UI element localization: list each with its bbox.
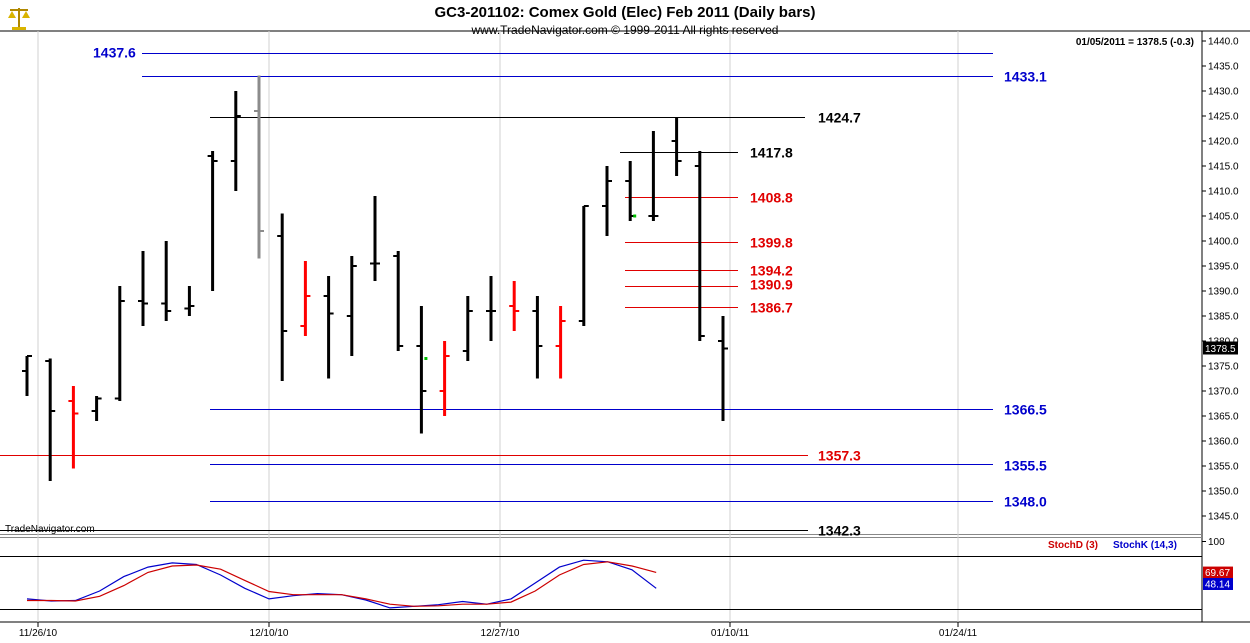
- ohlc-bar: [161, 241, 172, 321]
- ohlc-bar: [207, 151, 218, 291]
- y-tick-label: 1355.0: [1208, 462, 1239, 473]
- level-label-1424.7: 1424.7: [818, 110, 861, 126]
- ohlc-bar: [277, 213, 288, 381]
- level-label-1348.0: 1348.0: [1004, 494, 1047, 510]
- ohlc-bar: [509, 281, 520, 331]
- ohlc-bar: [462, 296, 473, 361]
- scales-icon: [8, 8, 30, 30]
- ohlc-bar: [230, 91, 241, 191]
- level-label-1437.6: 1437.6: [93, 45, 136, 61]
- ohlc-bar: [370, 196, 380, 281]
- logo: [8, 8, 30, 30]
- ohlc-bar: [578, 205, 589, 326]
- stoch-tick-100: 100: [1208, 537, 1225, 548]
- ohlc-bar: [114, 286, 125, 401]
- last-price-marker: 1378.5: [1203, 341, 1238, 355]
- copyright-text: www.TradeNavigator.com © 1999-2011 All r…: [471, 23, 779, 37]
- ohlc-bar: [138, 251, 148, 326]
- y-tick-label: 1365.0: [1208, 412, 1239, 423]
- price-levels: 1437.6 1433.1 1424.7 1417.8 1408.8 1399.8 1394…: [0, 45, 1047, 539]
- legend-stochd: StochD (3): [1048, 540, 1098, 551]
- level-label-1433.1: 1433.1: [1004, 69, 1047, 85]
- y-tick-label: 1400.0: [1208, 237, 1239, 248]
- level-label-1399.8: 1399.8: [750, 235, 793, 251]
- ohlc-bar: [532, 296, 543, 379]
- last-price-badge: [1203, 341, 1238, 355]
- x-tick-label: 12/10/10: [250, 628, 289, 639]
- ohlc-bar: [439, 341, 450, 416]
- y-tick-label: 1385.0: [1208, 312, 1239, 323]
- y-tick-label: 1370.0: [1208, 387, 1239, 398]
- level-label-1394.2: 1394.2: [750, 263, 793, 279]
- level-label-1355.5: 1355.5: [1004, 458, 1047, 474]
- ohlc-bar: [346, 256, 357, 356]
- y-tick-label: 1430.0: [1208, 87, 1239, 98]
- ohlc-bar: [694, 151, 705, 341]
- y-tick-label: 1425.0: [1208, 112, 1239, 123]
- stochd-line: [27, 561, 657, 607]
- ohlc-bar: [555, 306, 566, 379]
- ohlc-bar: [602, 166, 612, 236]
- x-tick-label: 01/24/11: [939, 628, 978, 639]
- level-label-1342.3: 1342.3: [818, 523, 861, 539]
- ohlc-bar: [45, 358, 56, 481]
- y-tick-label: 1395.0: [1208, 262, 1239, 273]
- level-label-1408.8: 1408.8: [750, 190, 793, 206]
- chart-title: GC3-201102: Comex Gold (Elec) Feb 2011 (…: [435, 4, 816, 21]
- y-tick-label: 1405.0: [1208, 212, 1239, 223]
- y-tick-label: 1350.0: [1208, 487, 1239, 498]
- signal-marker-1: [633, 214, 637, 218]
- y-tick-label: 1435.0: [1208, 62, 1239, 73]
- level-label-1390.9: 1390.9: [750, 277, 793, 293]
- ohlc-bar: [300, 261, 311, 336]
- y-tick-label: 1375.0: [1208, 362, 1239, 373]
- watermark-text: TradeNavigator.com: [5, 524, 95, 535]
- legend-stochk: StochK (14,3): [1113, 540, 1177, 551]
- last-price-value: 1378.5: [1205, 344, 1236, 355]
- date-axis: 11/26/10 12/10/10 12/27/10 01/10/11 01/24/11: [19, 622, 978, 639]
- quote-readout: 01/05/2011 = 1378.5 (-0.3): [1076, 37, 1194, 48]
- x-tick-label: 01/10/11: [711, 628, 750, 639]
- y-tick-label: 1360.0: [1208, 437, 1239, 448]
- signal-marker-0: [424, 357, 428, 360]
- ohlc-bar: [648, 131, 659, 221]
- level-label-1357.3: 1357.3: [818, 448, 861, 464]
- level-label-1366.5: 1366.5: [1004, 402, 1047, 418]
- ohlc-bar: [68, 386, 79, 469]
- y-tick-label: 1345.0: [1208, 512, 1239, 523]
- ohlc-bar: [393, 251, 404, 351]
- date-gridlines: [37, 31, 959, 622]
- ohlc-bar: [22, 355, 32, 396]
- y-tick-label: 1420.0: [1208, 137, 1239, 148]
- stochk-last-value: 48.14: [1205, 579, 1230, 590]
- ohlc-bar: [254, 75, 264, 259]
- stochk-badge: [1203, 577, 1233, 590]
- level-label-1386.7: 1386.7: [750, 300, 793, 316]
- level-label-1417.8: 1417.8: [750, 145, 793, 161]
- ohlc-bar: [91, 396, 102, 421]
- y-tick-label: 1440.0: [1208, 37, 1239, 48]
- x-tick-label: 11/26/10: [19, 628, 58, 639]
- y-tick-label: 1390.0: [1208, 287, 1239, 298]
- ohlc-bar: [486, 276, 496, 341]
- ohlc-bar: [323, 276, 334, 379]
- ohlc-bar: [671, 117, 682, 176]
- price-bars: [22, 75, 728, 481]
- ohlc-bar: [718, 316, 728, 421]
- y-tick-label: 1415.0: [1208, 162, 1239, 173]
- y-tick-label: 1410.0: [1208, 187, 1239, 198]
- ohlc-bar: [416, 306, 427, 434]
- stochd-last-value: 69.67: [1205, 568, 1230, 579]
- stochd-badge: [1203, 566, 1233, 579]
- ohlc-bar: [184, 286, 195, 316]
- x-tick-label: 12/27/10: [481, 628, 520, 639]
